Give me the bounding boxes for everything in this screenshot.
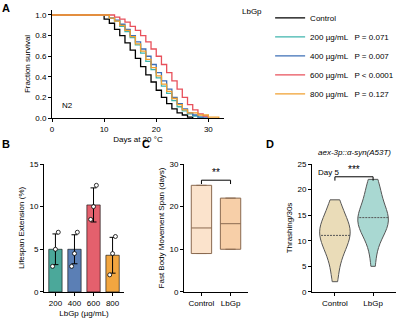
svg-text:400: 400: [68, 299, 82, 308]
svg-text:0.4: 0.4: [35, 73, 47, 82]
svg-text:5: 5: [34, 245, 39, 254]
svg-text:D: D: [266, 138, 274, 150]
svg-text:0: 0: [50, 125, 55, 134]
svg-text:400 µg/mL P = 0.007: 400 µg/mL P = 0.007: [310, 52, 389, 61]
svg-text:Day 5: Day 5: [318, 168, 339, 177]
svg-text:10: 10: [29, 202, 38, 211]
svg-text:C: C: [142, 138, 150, 150]
svg-text:20: 20: [152, 125, 161, 134]
svg-text:Lifespan Extension (%): Lifespan Extension (%): [17, 186, 26, 269]
svg-text:Thrashing/30s: Thrashing/30s: [285, 203, 294, 254]
svg-text:LbGp: LbGp: [221, 299, 241, 308]
svg-text:0.6: 0.6: [35, 52, 47, 61]
svg-text:Control: Control: [189, 299, 215, 308]
svg-text:Fast Body Movement Span (days): Fast Body Movement Span (days): [157, 167, 166, 288]
svg-text:0: 0: [174, 288, 179, 297]
svg-text:15: 15: [29, 160, 38, 169]
svg-text:200 µg/mL P = 0.071: 200 µg/mL P = 0.071: [310, 33, 389, 42]
svg-text:600: 600: [87, 299, 101, 308]
svg-text:20: 20: [297, 185, 306, 194]
svg-text:B: B: [2, 138, 10, 150]
svg-text:0.2: 0.2: [35, 93, 47, 102]
svg-text:A: A: [2, 2, 10, 14]
svg-text:LbGp (µg/mL): LbGp (µg/mL): [59, 309, 109, 318]
svg-text:30: 30: [204, 125, 213, 134]
svg-text:aex-3p::α-syn(A53T): aex-3p::α-syn(A53T): [318, 148, 391, 157]
svg-text:0.0: 0.0: [35, 114, 47, 123]
svg-text:30: 30: [169, 160, 178, 169]
svg-text:Control: Control: [322, 299, 348, 308]
svg-text:200: 200: [49, 299, 63, 308]
svg-text:10: 10: [100, 125, 109, 134]
svg-text:1.0: 1.0: [35, 11, 47, 20]
svg-text:Fraction survival: Fraction survival: [23, 35, 32, 93]
svg-text:0: 0: [34, 288, 39, 297]
svg-text:***: ***: [348, 164, 360, 175]
svg-text:800: 800: [106, 299, 120, 308]
svg-text:10: 10: [297, 237, 306, 246]
svg-text:LbGp: LbGp: [242, 7, 262, 16]
svg-text:10: 10: [169, 245, 178, 254]
svg-text:Control: Control: [310, 14, 336, 23]
svg-text:LbGp: LbGp: [363, 299, 383, 308]
svg-text:0: 0: [302, 288, 307, 297]
svg-text:25: 25: [297, 160, 306, 169]
svg-text:600 µg/mL P < 0.0001: 600 µg/mL P < 0.0001: [310, 71, 394, 80]
svg-text:20: 20: [169, 202, 178, 211]
svg-text:Days at 20 °C: Days at 20 °C: [113, 135, 163, 144]
svg-text:5: 5: [302, 262, 307, 271]
svg-text:**: **: [212, 167, 220, 178]
svg-text:800 µg/mL P = 0.127: 800 µg/mL P = 0.127: [310, 90, 389, 99]
svg-text:15: 15: [297, 211, 306, 220]
svg-text:0.8: 0.8: [35, 31, 47, 40]
svg-text:N2: N2: [62, 101, 73, 110]
